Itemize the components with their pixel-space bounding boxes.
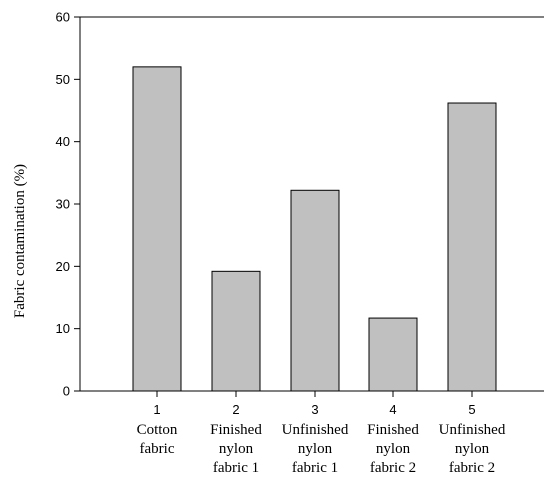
y-tick-label: 30 xyxy=(56,197,70,212)
x-category-label-line: fabric xyxy=(140,441,175,457)
y-tick-label: 60 xyxy=(56,10,70,25)
x-category-label-line: fabric 1 xyxy=(213,460,259,476)
y-tick-label: 0 xyxy=(63,384,70,399)
x-tick-label: 3 xyxy=(311,402,318,417)
bar xyxy=(368,317,418,392)
y-tick-label: 50 xyxy=(56,72,70,87)
x-category-label-line: nylon xyxy=(376,441,411,457)
x-category-label-line: nylon xyxy=(298,441,333,457)
y-axis-title: Fabric contamination (%) xyxy=(12,164,28,318)
x-category-label-line: fabric 2 xyxy=(449,460,495,476)
x-tick-label: 5 xyxy=(468,402,475,417)
y-tick-label: 10 xyxy=(56,321,70,336)
x-category-label-line: nylon xyxy=(455,441,490,457)
x-tick-label: 1 xyxy=(153,402,160,417)
x-category-label-line: Unfinished xyxy=(282,422,349,438)
y-axis-ticks: 0 10 20 30 40 50 60 xyxy=(56,10,80,399)
y-tick-label: 40 xyxy=(56,134,70,149)
x-category-label-line: Finished xyxy=(367,422,419,438)
bar xyxy=(132,66,182,392)
x-axis-category-labels: 1 Cotton fabric 2 Finished nylon fabric 1 3 Unfi… xyxy=(137,391,506,476)
bar xyxy=(290,189,340,392)
y-tick-label: 20 xyxy=(56,259,70,274)
bar xyxy=(211,270,261,392)
bars xyxy=(132,66,497,392)
x-tick-label: 2 xyxy=(232,402,239,417)
bar xyxy=(447,102,497,392)
x-category-label-line: Unfinished xyxy=(439,422,506,438)
x-category-label-line: fabric 1 xyxy=(292,460,338,476)
x-category-label-line: fabric 2 xyxy=(370,460,416,476)
x-category-label-line: Cotton xyxy=(137,422,178,438)
x-category-label-line: Finished xyxy=(210,422,262,438)
x-category-label-line: nylon xyxy=(219,441,254,457)
x-tick-label: 4 xyxy=(389,402,396,417)
